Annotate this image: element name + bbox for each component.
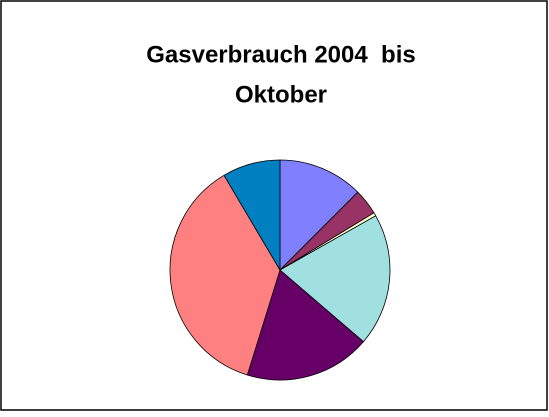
pie-slice xyxy=(223,159,281,272)
pie-slice xyxy=(169,174,281,376)
chart-title: Oktober xyxy=(235,81,327,108)
pie-slice xyxy=(279,159,359,271)
pie-slice xyxy=(279,215,391,343)
pie-slice xyxy=(246,269,364,381)
chart-title: Gasverbrauch 2004 bis xyxy=(146,41,415,68)
